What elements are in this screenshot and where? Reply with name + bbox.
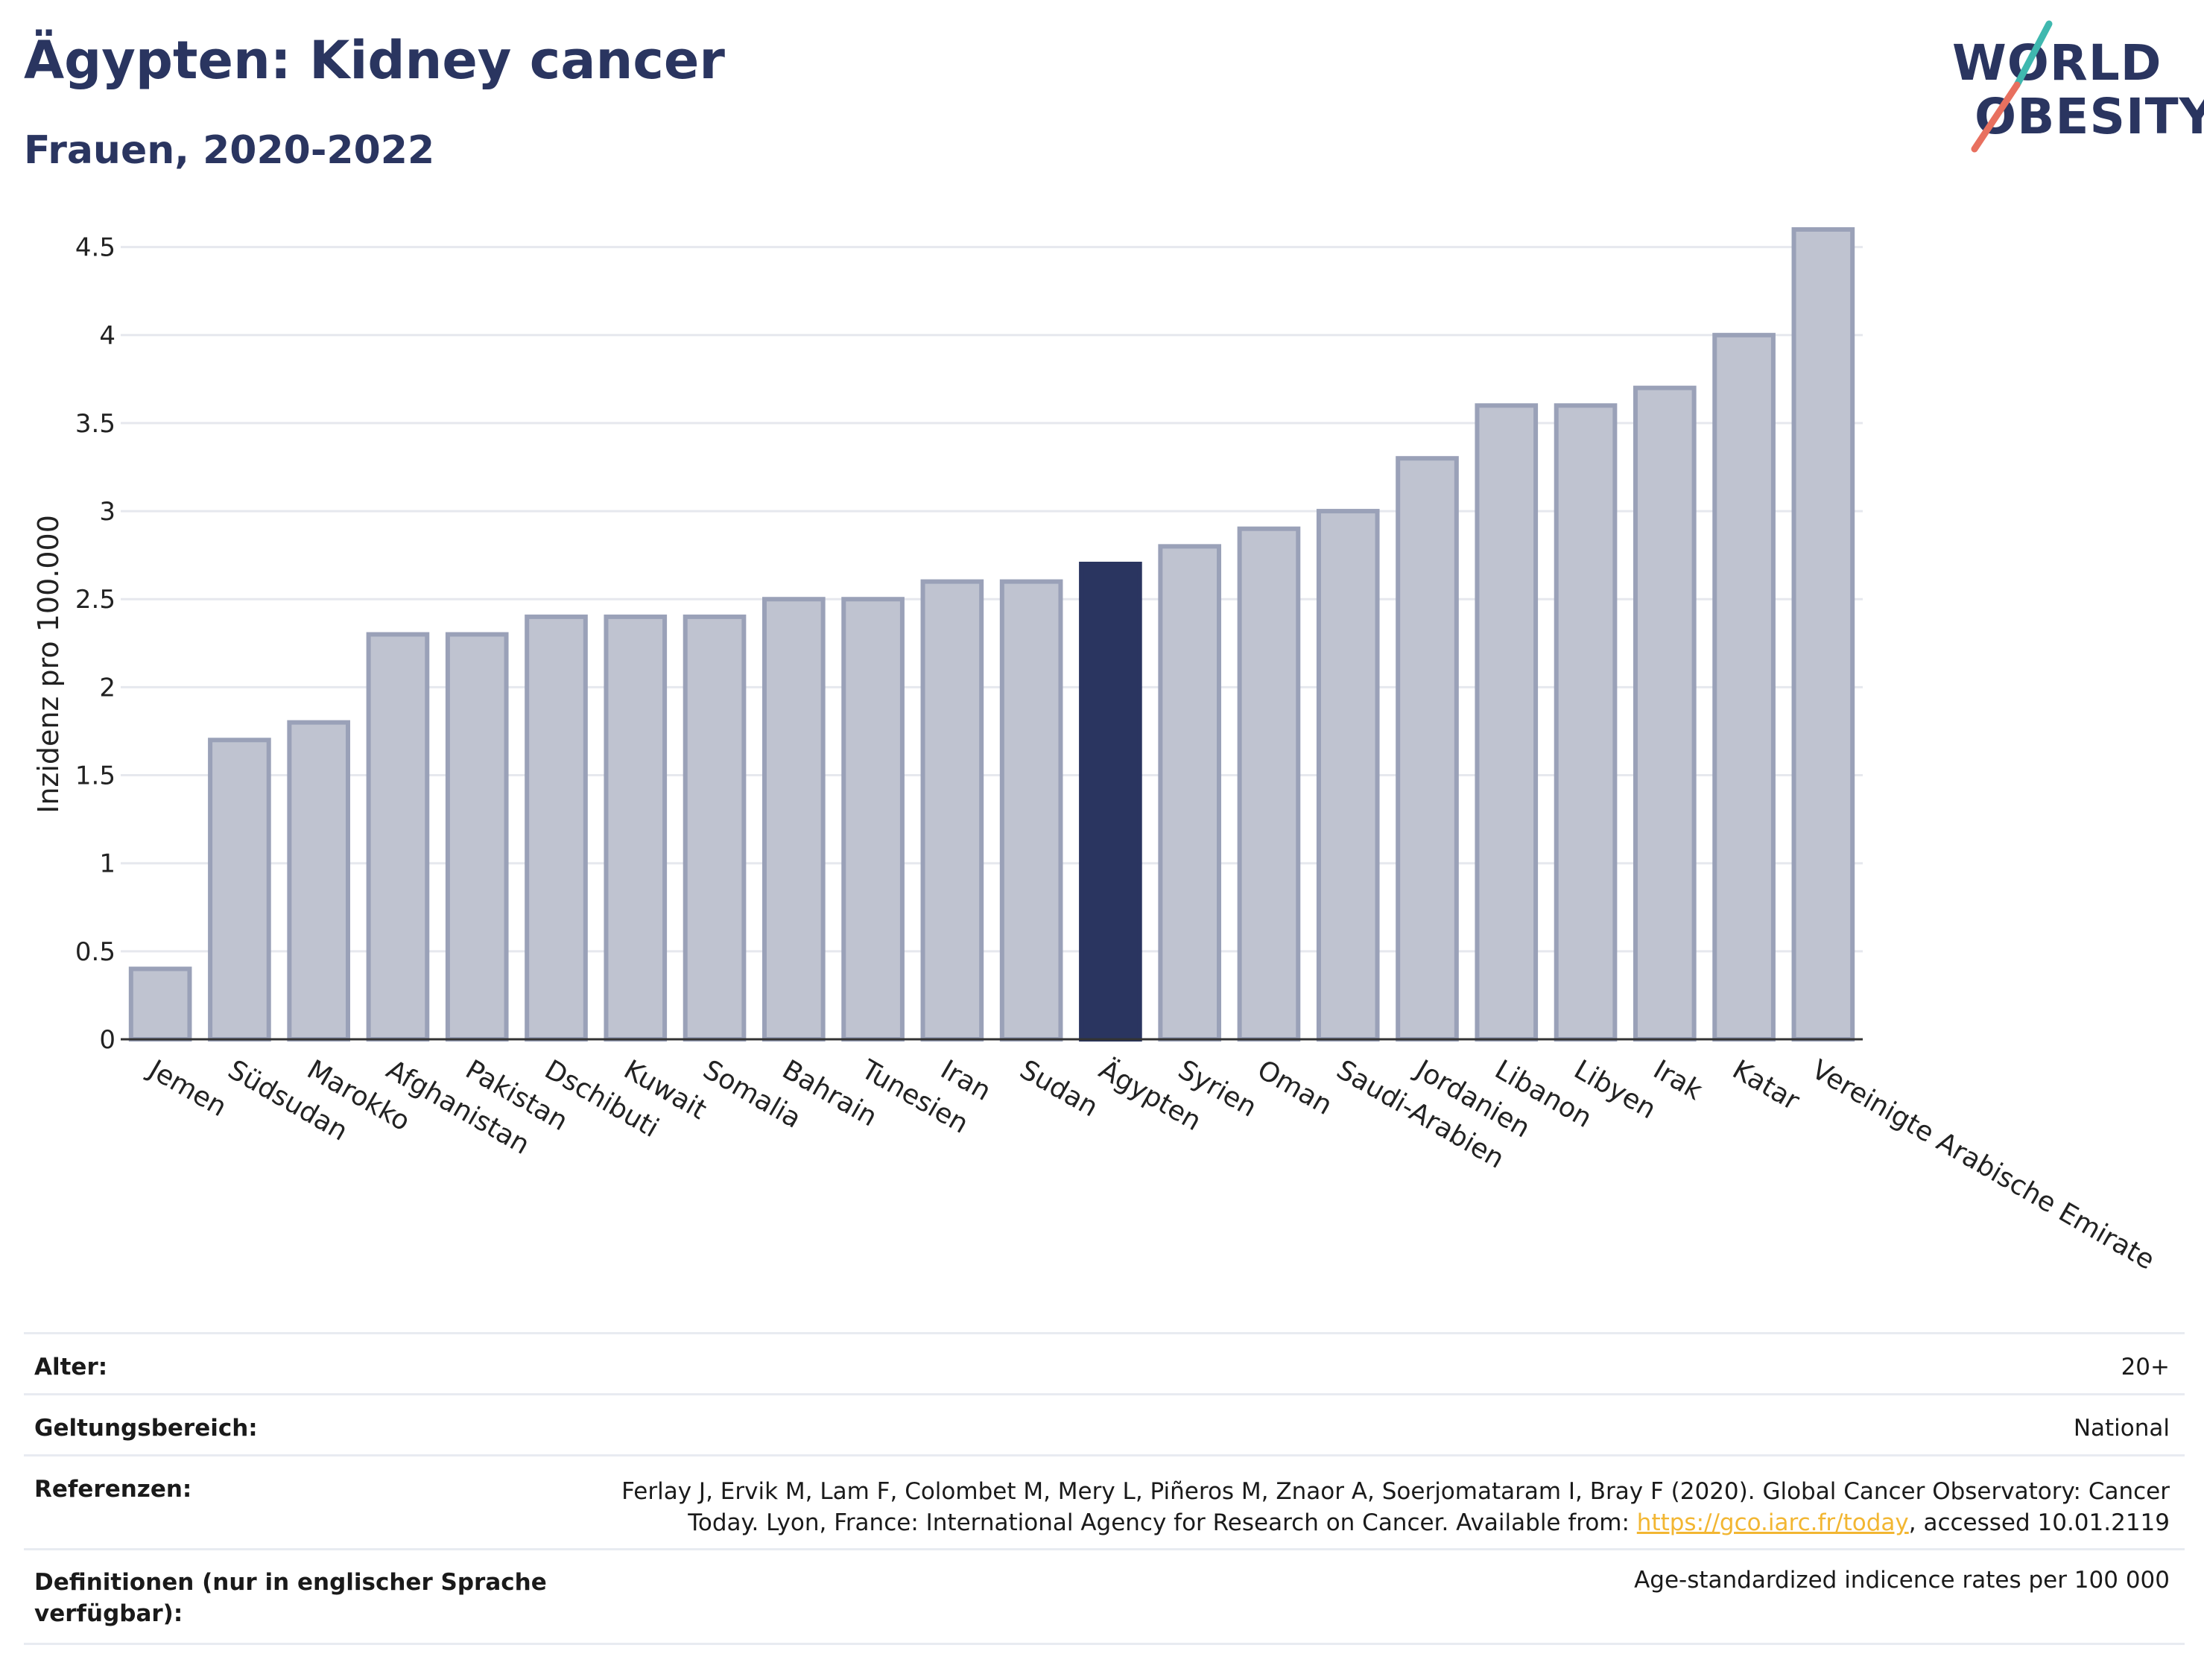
y-tick-label: 3 <box>99 497 115 527</box>
x-tick-label: Vereinigte Arabische Emirate <box>1806 1054 2159 1275</box>
bar-20[interactable] <box>1712 332 1776 1042</box>
meta-label-references: Referenzen: <box>34 1476 192 1503</box>
bar-17[interactable] <box>1475 403 1539 1042</box>
x-tick-label: Jemen <box>142 1053 232 1123</box>
y-tick-label: 4 <box>99 321 115 351</box>
y-tick-label: 2.5 <box>75 585 115 615</box>
reference-link[interactable]: https://gco.iarc.fr/today <box>1636 1509 1909 1536</box>
y-tick-label: 1 <box>99 849 115 879</box>
meta-row-definitions: Definitionen (nur in englischer Sprache … <box>24 1548 2185 1645</box>
bar-6[interactable] <box>604 614 668 1042</box>
chart-subtitle: Frauen, 2020-2022 <box>24 128 435 173</box>
definitions-label-line-2: verfügbar): <box>34 1600 183 1627</box>
bar-10[interactable] <box>920 579 984 1042</box>
bar-chart: 0 0.5 1 1.5 2 2.5 3 3.5 4 4.5 Inzidenz pro 100.000… <box>32 227 2159 1276</box>
y-axis-label: Inzidenz pro 100.000 <box>32 515 65 814</box>
bar-21[interactable] <box>1791 227 1855 1042</box>
bar-1[interactable] <box>208 738 271 1042</box>
meta-row-age: Alter: 20+ <box>24 1332 2185 1395</box>
bar-16[interactable] <box>1396 456 1459 1042</box>
bar-5[interactable] <box>525 614 588 1042</box>
definitions-label-line-1: Definitionen (nur in englischer Sprache <box>34 1569 547 1596</box>
bar-3[interactable] <box>366 632 430 1042</box>
bar-2[interactable] <box>287 720 351 1042</box>
meta-row-references: Referenzen: Ferlay J, Ervik M, Lam F, Co… <box>24 1454 2185 1550</box>
bar-4[interactable] <box>445 632 509 1042</box>
bar-18[interactable] <box>1554 403 1618 1042</box>
world-obesity-logo: WORLD OBESITY <box>1930 16 2204 165</box>
bar-19[interactable] <box>1633 385 1697 1042</box>
chart-title: Ägypten: Kidney cancer <box>24 30 725 91</box>
logo-line-2: OBESITY <box>1975 88 2204 145</box>
bar-9[interactable] <box>841 597 905 1042</box>
meta-row-scope: Geltungsbereich: National <box>24 1393 2185 1456</box>
logo-slash-icon <box>1971 20 2053 153</box>
reference-line-2-text: Today. Lyon, France: International Agenc… <box>688 1509 1637 1536</box>
x-tick-label: Katar <box>1727 1054 1805 1117</box>
reference-line-2: Today. Lyon, France: International Agenc… <box>621 1507 2170 1538</box>
bar-7[interactable] <box>683 614 747 1042</box>
x-tick-label: Oman <box>1252 1054 1337 1121</box>
meta-value-age: 20+ <box>2121 1354 2170 1381</box>
meta-value-scope: National <box>2073 1415 2170 1442</box>
y-tick-label: 1.5 <box>75 761 115 791</box>
meta-value-definitions: Age-standardized indicence rates per 100… <box>1634 1567 2170 1594</box>
bar-12[interactable] <box>1079 561 1142 1042</box>
x-tick-label: Sudan <box>1015 1054 1103 1123</box>
y-tick-label: 2 <box>99 673 115 703</box>
bar-8[interactable] <box>761 597 826 1042</box>
y-tick-label: 3.5 <box>75 409 115 439</box>
reference-line-2-suffix: , accessed 10.01.2119 <box>1908 1509 2170 1536</box>
meta-label-age: Alter: <box>34 1354 108 1381</box>
reference-line-1: Ferlay J, Ervik M, Lam F, Colombet M, Me… <box>621 1478 2170 1505</box>
meta-label-scope: Geltungsbereich: <box>34 1415 258 1442</box>
y-tick-label: 0 <box>99 1025 115 1055</box>
meta-label-definitions: Definitionen (nur in englischer Sprache … <box>34 1567 547 1629</box>
bar-14[interactable] <box>1237 526 1301 1042</box>
bar-11[interactable] <box>999 579 1063 1042</box>
meta-value-references: Ferlay J, Ervik M, Lam F, Colombet M, Me… <box>621 1476 2170 1538</box>
bar-0[interactable] <box>128 966 192 1042</box>
y-tick-label: 0.5 <box>75 937 115 967</box>
bar-13[interactable] <box>1158 544 1222 1042</box>
bar-15[interactable] <box>1316 509 1380 1042</box>
y-tick-label: 4.5 <box>75 233 115 263</box>
logo-line-1: WORLD <box>1952 34 2162 92</box>
